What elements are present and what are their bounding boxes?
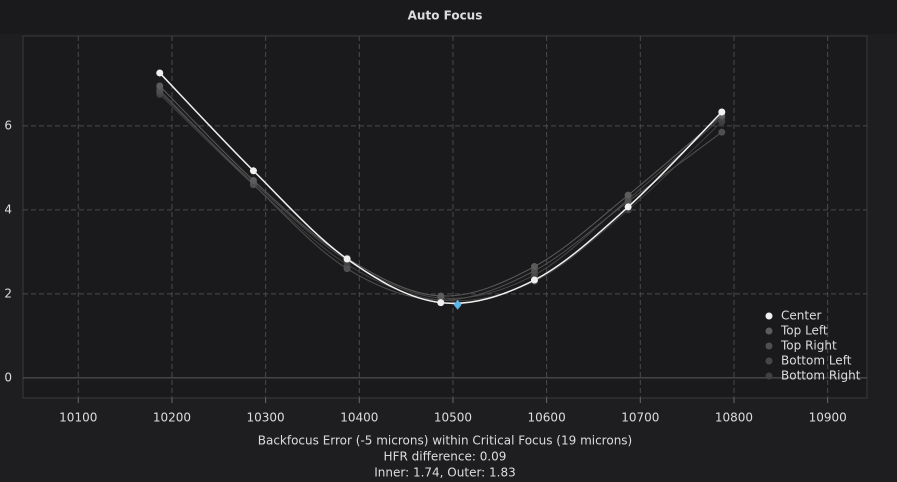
note: Inner: 1.74, Outer: 1.83 — [374, 466, 516, 480]
legend-marker — [765, 312, 773, 320]
x-tick-label: 10500 — [434, 411, 472, 425]
x-tick-label: 10300 — [247, 411, 285, 425]
focus-point — [453, 299, 462, 310]
data-point — [343, 255, 351, 263]
legend-label: Top Left — [780, 324, 828, 338]
legend-label: Center — [781, 309, 821, 323]
data-point — [437, 292, 445, 300]
plot-area — [22, 35, 868, 399]
legend-label: Bottom Left — [781, 354, 852, 368]
legend-label: Bottom Right — [781, 369, 861, 383]
data-point — [624, 203, 632, 211]
x-tick-label: 10700 — [621, 411, 659, 425]
data-point — [249, 167, 257, 175]
data-point — [530, 276, 538, 284]
x-tick-label: 10100 — [59, 411, 97, 425]
x-tick-label: 10200 — [153, 411, 191, 425]
x-tick-label: 10400 — [340, 411, 378, 425]
y-tick-label: 6 — [4, 118, 12, 132]
legend-marker — [765, 342, 773, 350]
data-point — [530, 263, 538, 271]
data-point — [624, 191, 632, 199]
data-point — [437, 299, 445, 307]
plot-content — [156, 69, 726, 310]
x-tick-label: 10800 — [715, 411, 753, 425]
data-point — [249, 176, 257, 184]
data-point — [624, 197, 632, 205]
legend-marker — [765, 357, 773, 365]
legend-marker — [765, 327, 773, 335]
x-tick-label: 10900 — [809, 411, 847, 425]
y-tick-label: 0 — [4, 370, 12, 384]
legend-marker — [765, 372, 773, 380]
data-point — [718, 108, 726, 116]
data-point — [156, 82, 164, 90]
note: Backfocus Error (-5 microns) within Crit… — [258, 434, 633, 448]
data-point — [343, 265, 351, 273]
y-tick-label: 4 — [4, 202, 12, 216]
note: HFR difference: 0.09 — [384, 450, 507, 464]
chart-title: Auto Focus — [408, 9, 483, 23]
title-bar — [0, 0, 897, 34]
x-tick-label: 10600 — [528, 411, 566, 425]
data-point — [718, 128, 726, 136]
y-tick-label: 2 — [4, 286, 12, 300]
data-point — [156, 69, 164, 77]
legend-label: Top Right — [780, 339, 837, 353]
